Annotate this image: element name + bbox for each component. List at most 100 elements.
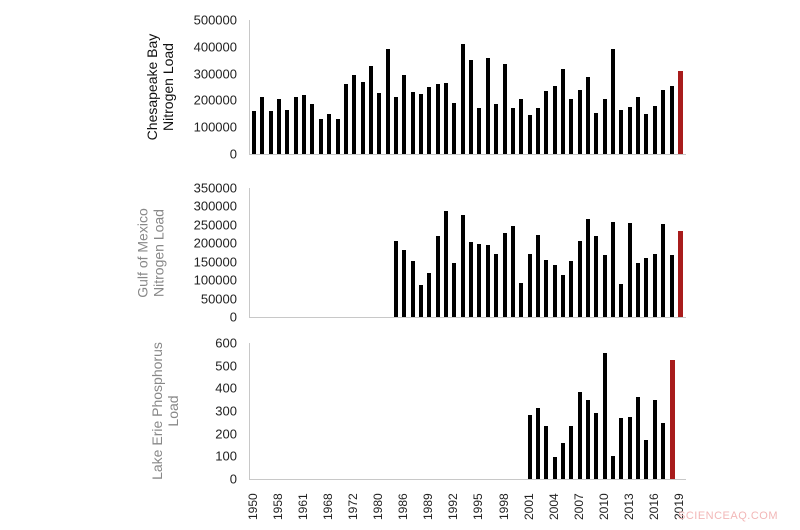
gulf-bar	[494, 253, 499, 317]
chesapeake-bar	[510, 108, 515, 154]
chesapeake-bar	[519, 98, 524, 154]
gulf-bar	[469, 242, 474, 317]
chesapeake-y-tick: 400000	[193, 39, 237, 55]
erie-bar	[627, 416, 632, 479]
gulf-bar	[594, 235, 599, 317]
chesapeake-bar	[410, 92, 415, 154]
chesapeake-bar	[402, 74, 407, 154]
chesapeake-bar	[444, 82, 449, 154]
x-tick-label: 1998	[496, 493, 511, 520]
gulf-bar	[452, 263, 457, 317]
chesapeake-bar	[619, 109, 624, 154]
gulf-bar	[586, 218, 590, 317]
gulf-y-axis-label: Gulf of Mexico Nitrogen Load	[134, 207, 166, 298]
chesapeake-bar	[452, 103, 457, 154]
chesapeake-bar	[360, 81, 365, 154]
erie-bar	[602, 353, 607, 479]
chesapeake-y-axis	[249, 20, 250, 154]
gulf-bar	[419, 284, 423, 317]
x-tick-label: 2016	[646, 493, 661, 520]
chesapeake-bar	[644, 113, 649, 154]
gulf-x-axis	[249, 317, 686, 318]
x-tick-label: 1968	[321, 493, 336, 520]
gulf-bar	[677, 230, 683, 317]
erie-bar	[619, 418, 624, 479]
gulf-y-tick: 150000	[193, 254, 237, 270]
chesapeake-y-tick: 300000	[193, 66, 237, 82]
chesapeake-bar	[393, 96, 398, 154]
chesapeake-bar	[552, 85, 557, 154]
chesapeake-bar	[277, 98, 282, 154]
erie-bar	[535, 408, 540, 479]
x-tick-label: 1972	[346, 493, 361, 520]
chesapeake-bar	[544, 91, 549, 154]
x-tick-label: 2013	[621, 493, 636, 520]
chesapeake-bar	[586, 77, 590, 154]
erie-y-tick: 300	[215, 403, 237, 419]
erie-bar	[661, 423, 666, 479]
chesapeake-bar	[636, 96, 641, 154]
gulf-bar	[460, 214, 465, 317]
gulf-bar	[477, 244, 482, 317]
chesapeake-bar	[527, 115, 532, 154]
gulf-bar	[402, 249, 407, 317]
chesapeake-bar	[335, 119, 340, 154]
gulf-bar	[485, 245, 490, 317]
chesapeake-bar	[577, 89, 582, 154]
x-tick-label: 1950	[246, 493, 260, 520]
gulf-bar	[644, 258, 649, 317]
gulf-bar	[410, 260, 415, 317]
chesapeake-bar	[494, 104, 499, 154]
gulf-bar	[619, 283, 624, 317]
erie-bar	[586, 399, 590, 479]
erie-bar	[594, 413, 599, 479]
erie-bar	[644, 439, 649, 479]
erie-y-tick: 0	[229, 471, 237, 487]
erie-bar	[636, 396, 641, 479]
gulf-y-tick: 300000	[193, 198, 237, 214]
gulf-bar	[636, 262, 641, 317]
erie-bar	[611, 456, 616, 479]
gulf-bar	[627, 223, 632, 317]
chesapeake-bar	[569, 99, 574, 154]
chesapeake-bar	[310, 104, 315, 154]
chesapeake-bar	[560, 68, 565, 154]
chesapeake-bar	[652, 106, 657, 154]
chesapeake-bar	[302, 95, 307, 154]
chesapeake-bar	[427, 87, 432, 154]
x-tick-label: 1995	[471, 493, 486, 520]
gulf-bar	[435, 236, 440, 317]
erie-bar	[560, 443, 565, 479]
erie-bar	[569, 426, 574, 479]
erie-y-tick: 200	[215, 426, 237, 442]
erie-bar	[652, 400, 657, 479]
x-tick-label: 1986	[396, 493, 411, 520]
chesapeake-bar	[343, 83, 348, 154]
gulf-y-tick: 250000	[193, 217, 237, 233]
chesapeake-bar	[293, 97, 298, 154]
chesapeake-bar	[627, 107, 632, 154]
gulf-bar	[510, 225, 515, 317]
erie-y-tick: 400	[215, 380, 237, 396]
chesapeake-bar	[285, 110, 290, 154]
x-tick-label: 1961	[296, 493, 311, 520]
chesapeake-bar	[419, 93, 423, 154]
gulf-bar	[535, 235, 540, 317]
gulf-bar	[669, 255, 674, 317]
chesapeake-bar	[677, 70, 683, 154]
x-tick-label: 1980	[371, 493, 386, 520]
gulf-bar	[444, 210, 449, 317]
erie-bar	[527, 414, 532, 479]
gulf-bar	[661, 224, 666, 317]
erie-bar	[669, 360, 675, 479]
gulf-y-tick: 100000	[193, 272, 237, 288]
chesapeake-y-tick: 500000	[193, 12, 237, 28]
chesapeake-y-tick: 200000	[193, 92, 237, 108]
gulf-bar	[393, 240, 398, 317]
erie-y-tick: 600	[215, 335, 237, 351]
chesapeake-bar	[535, 108, 540, 154]
gulf-bar	[527, 253, 532, 317]
chesapeake-bar	[611, 49, 616, 154]
chesapeake-y-tick: 100000	[193, 119, 237, 135]
chesapeake-bar	[460, 44, 465, 154]
